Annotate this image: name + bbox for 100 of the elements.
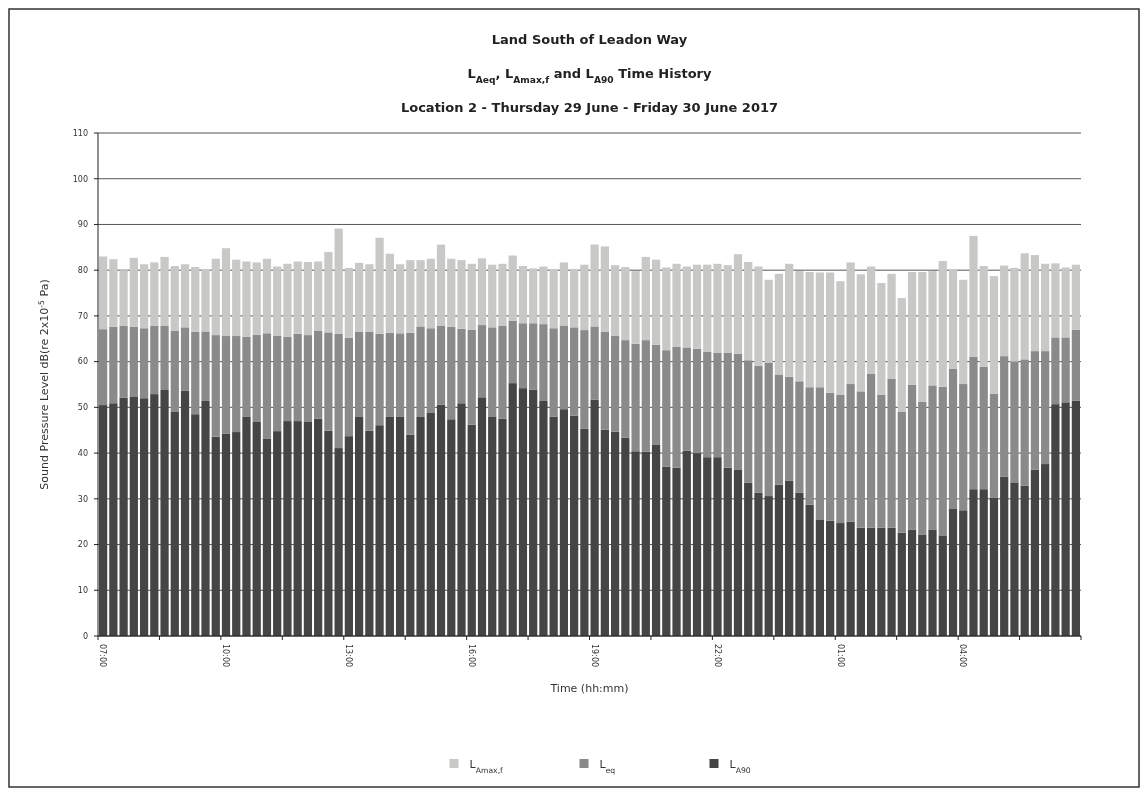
bar — [856, 391, 865, 528]
bar — [672, 467, 681, 636]
bar — [1071, 264, 1080, 330]
bar — [457, 328, 466, 404]
bar — [969, 489, 978, 636]
bar — [150, 325, 159, 395]
bar — [570, 415, 579, 636]
bar — [918, 272, 927, 402]
y-tick-label: 30 — [77, 494, 88, 504]
bar — [447, 419, 456, 636]
bar — [232, 432, 241, 636]
bar — [907, 272, 917, 385]
bar — [866, 527, 876, 636]
bar — [559, 325, 569, 410]
bar — [436, 244, 446, 326]
bar — [662, 350, 671, 467]
bar — [539, 400, 548, 636]
bar — [610, 336, 620, 432]
bar — [723, 265, 732, 353]
bar — [242, 416, 251, 636]
bar — [774, 484, 784, 636]
bar — [641, 340, 650, 452]
bar — [416, 326, 425, 417]
bar — [150, 262, 159, 326]
bar — [651, 444, 661, 636]
bar — [815, 519, 825, 636]
x-tick-label: 13:00 — [344, 644, 354, 668]
bar — [262, 333, 272, 439]
bar — [969, 356, 978, 490]
bar — [211, 335, 220, 437]
bar — [508, 320, 517, 384]
bar — [641, 451, 650, 636]
bar — [365, 331, 374, 431]
bar — [651, 259, 661, 345]
bar — [303, 335, 313, 422]
bar — [1061, 267, 1070, 338]
bar — [99, 256, 108, 330]
bar — [273, 431, 282, 636]
bar — [518, 266, 528, 324]
bar — [754, 266, 763, 366]
bar — [539, 324, 548, 401]
bar — [580, 264, 589, 331]
bar — [385, 332, 394, 417]
bar — [662, 267, 671, 351]
bar — [826, 392, 835, 521]
bar — [866, 266, 876, 374]
bar — [170, 331, 179, 412]
bar — [262, 438, 272, 636]
bar — [621, 266, 630, 341]
chart-title: Land South of Leadon Way — [491, 32, 688, 47]
bar — [436, 325, 446, 405]
bar — [590, 399, 599, 636]
bar — [436, 404, 446, 636]
bar — [774, 374, 784, 485]
text: L$_{Aeq}$, L$_{Amax,f}$ and L$_{A90}$ Time History Location 2 - Thursday 29 June - Friday 30 June 2017 — [400, 66, 779, 115]
bar — [570, 327, 579, 416]
bar — [549, 269, 558, 329]
bar — [703, 264, 712, 352]
bar — [959, 510, 968, 636]
y-tick-label: 70 — [77, 311, 88, 321]
bar — [160, 389, 169, 636]
bar — [314, 330, 323, 419]
bar — [815, 272, 825, 388]
bar — [877, 394, 886, 528]
bar — [508, 255, 517, 321]
x-tick-label: 04:00 — [958, 644, 968, 668]
y-tick-label: 20 — [77, 540, 88, 550]
bar — [1041, 464, 1050, 636]
bar — [703, 457, 712, 636]
bar — [1010, 361, 1019, 483]
bar — [692, 264, 702, 349]
bar — [877, 282, 886, 395]
bar — [457, 403, 466, 636]
bar — [846, 262, 855, 385]
bar — [846, 521, 855, 636]
bar — [283, 421, 292, 636]
bar — [447, 326, 456, 420]
y-tick-label: 40 — [77, 448, 88, 458]
legend-label: L$_{Amax,f}$ — [469, 758, 504, 775]
bar — [621, 340, 630, 438]
bar — [549, 416, 558, 636]
bar — [682, 266, 691, 348]
bar — [1041, 263, 1050, 352]
bar — [119, 270, 128, 326]
bar — [1051, 263, 1060, 338]
bar — [723, 467, 732, 636]
bar — [887, 273, 896, 380]
bar — [529, 389, 538, 636]
y-tick-label: 90 — [77, 220, 88, 230]
bar — [918, 534, 927, 636]
bar — [273, 335, 282, 432]
bar — [897, 532, 906, 636]
legend-label: L$_{A90}$ — [729, 758, 751, 775]
bar — [672, 263, 681, 347]
bar — [232, 336, 241, 433]
bar — [713, 352, 722, 458]
bar — [754, 365, 763, 493]
bar — [631, 343, 640, 452]
bar — [242, 336, 251, 417]
bar — [129, 257, 138, 327]
